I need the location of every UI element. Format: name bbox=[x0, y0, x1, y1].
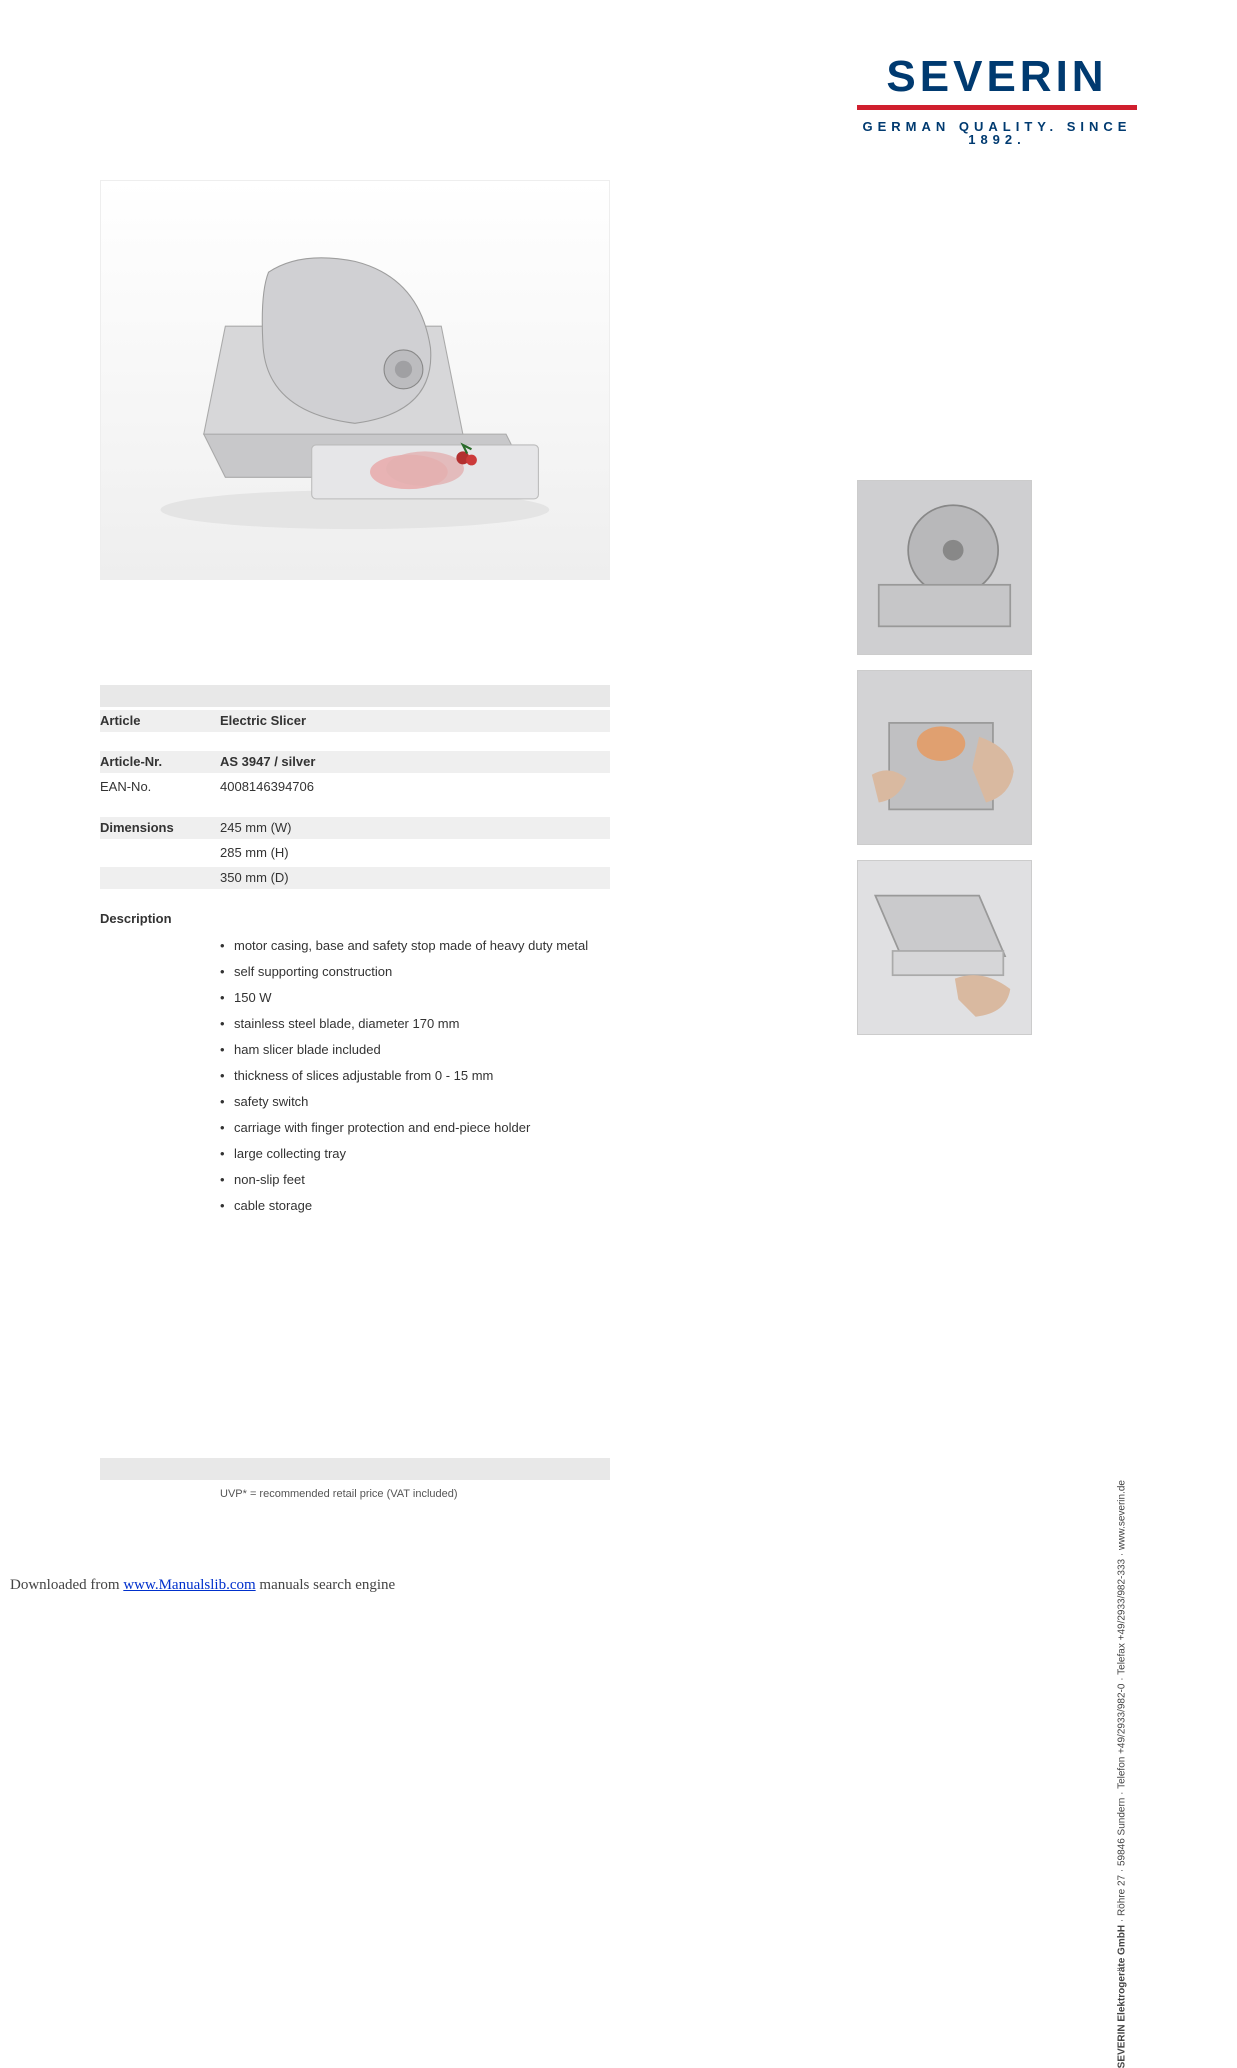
description-list: motor casing, base and safety stop made … bbox=[220, 933, 610, 1219]
thumbnail-3 bbox=[857, 860, 1032, 1035]
thumbnail-1 bbox=[857, 480, 1032, 655]
thumbnail-2 bbox=[857, 670, 1032, 845]
brand-logo: SEVERIN GERMAN QUALITY. SINCE 1892. bbox=[857, 55, 1137, 146]
slicer-illustration bbox=[139, 211, 571, 549]
description-item: self supporting construction bbox=[220, 959, 610, 985]
footer-suffix: manuals search engine bbox=[256, 1577, 396, 1593]
description-item: 150 W bbox=[220, 985, 610, 1011]
description-item: stainless steel blade, diameter 170 mm bbox=[220, 1011, 610, 1037]
value-dim-h: 285 mm (H) bbox=[220, 842, 610, 864]
spec-row-dim-h: 285 mm (H) bbox=[100, 842, 610, 864]
description-item: motor casing, base and safety stop made … bbox=[220, 933, 610, 959]
uvp-note: UVP* = recommended retail price (VAT inc… bbox=[100, 1488, 610, 1500]
value-article: Electric Slicer bbox=[220, 710, 610, 732]
description-item: large collecting tray bbox=[220, 1141, 610, 1167]
description-item: non-slip feet bbox=[220, 1167, 610, 1193]
address-rest: · Röhre 27 · 59846 Sundern · Telefon +49… bbox=[1116, 1480, 1127, 1925]
brand-tagline: GERMAN QUALITY. SINCE 1892. bbox=[857, 120, 1137, 146]
description-item: safety switch bbox=[220, 1089, 610, 1115]
description-item: cable storage bbox=[220, 1193, 610, 1219]
value-dim-w: 245 mm (W) bbox=[220, 817, 610, 839]
spec-row-description: Description bbox=[100, 908, 610, 930]
uvp-bar bbox=[100, 1458, 610, 1480]
company-address-vertical: SEVERIN Elektrogeräte GmbH · Röhre 27 · … bbox=[1116, 1480, 1127, 2068]
spec-row-dim-d: 350 mm (D) bbox=[100, 867, 610, 889]
value-article-nr: AS 3947 / silver bbox=[220, 751, 610, 773]
footer-prefix: Downloaded from bbox=[10, 1577, 123, 1593]
spec-header-bar bbox=[100, 685, 610, 707]
product-specs: Article Electric Slicer Article-Nr. AS 3… bbox=[100, 685, 610, 1219]
spec-row-dim-w: Dimensions 245 mm (W) bbox=[100, 817, 610, 839]
thumbnail-column bbox=[857, 480, 1032, 1050]
bottom-section: UVP* = recommended retail price (VAT inc… bbox=[100, 1458, 610, 1500]
label-article: Article bbox=[100, 710, 220, 732]
value-ean: 4008146394706 bbox=[220, 776, 610, 798]
spec-row-ean: EAN-No. 4008146394706 bbox=[100, 776, 610, 798]
description-item: ham slicer blade included bbox=[220, 1037, 610, 1063]
description-item: carriage with finger protection and end-… bbox=[220, 1115, 610, 1141]
description-item: thickness of slices adjustable from 0 - … bbox=[220, 1063, 610, 1089]
label-article-nr: Article-Nr. bbox=[100, 751, 220, 773]
label-ean: EAN-No. bbox=[100, 776, 220, 798]
download-footer: Downloaded from www.Manualslib.com manua… bbox=[10, 1577, 395, 1594]
brand-accent-bar bbox=[857, 105, 1137, 110]
value-dim-d: 350 mm (D) bbox=[220, 867, 610, 889]
footer-link[interactable]: www.Manualslib.com bbox=[123, 1577, 255, 1593]
address-company: SEVERIN Elektrogeräte GmbH bbox=[1116, 1925, 1127, 2068]
spec-row-article: Article Electric Slicer bbox=[100, 710, 610, 732]
label-dimensions: Dimensions bbox=[100, 817, 220, 839]
product-main-image bbox=[100, 180, 610, 580]
spec-row-article-nr: Article-Nr. AS 3947 / silver bbox=[100, 751, 610, 773]
label-description: Description bbox=[100, 908, 220, 930]
brand-name: SEVERIN bbox=[857, 55, 1137, 99]
